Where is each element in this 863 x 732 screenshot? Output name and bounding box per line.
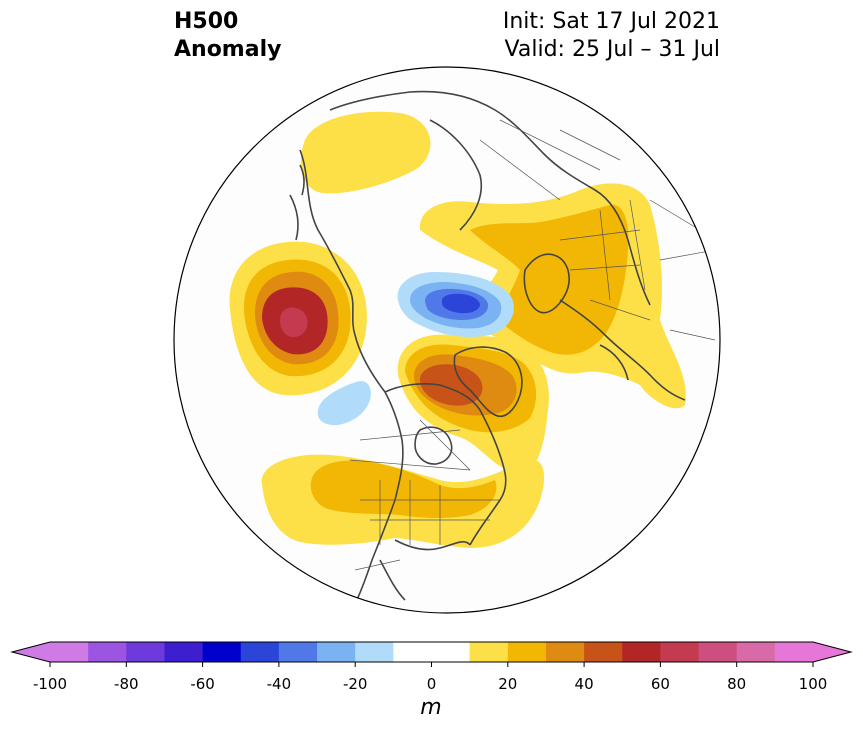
colorbar-swatch bbox=[469, 642, 509, 662]
colorbar-swatch bbox=[584, 642, 623, 662]
colorbar-swatch bbox=[202, 642, 242, 662]
colorbar-swatch bbox=[736, 642, 776, 662]
anomaly-central-arctic bbox=[397, 272, 514, 337]
colorbar-tick-label: 100 bbox=[798, 675, 828, 693]
colorbar-swatch bbox=[355, 642, 394, 662]
title-field-type: Anomaly bbox=[174, 37, 282, 62]
colorbar-swatch bbox=[88, 642, 127, 662]
colorbar-tick-label: 0 bbox=[426, 675, 437, 693]
colorbar-swatch bbox=[317, 642, 356, 662]
colorbar-swatch bbox=[698, 642, 738, 662]
colorbar-max-extend-arrow bbox=[813, 642, 851, 662]
anomaly-greenland bbox=[397, 334, 549, 475]
colorbar-tick-label: 60 bbox=[650, 675, 670, 693]
colorbar-tick-label: 40 bbox=[574, 675, 594, 693]
colorbar-swatch bbox=[240, 642, 280, 662]
init-date: Init: Sat 17 Jul 2021 bbox=[502, 9, 720, 34]
polar-map bbox=[173, 66, 721, 614]
colorbar-tick-label: -100 bbox=[32, 675, 68, 693]
colorbar-swatch bbox=[660, 642, 700, 662]
colorbar-tick-label: -20 bbox=[342, 675, 368, 693]
map-title-left: H500 Anomaly bbox=[174, 8, 281, 64]
anomaly-east-siberia bbox=[300, 111, 431, 194]
globe-outline bbox=[173, 66, 721, 614]
colorbar-unit-label: m bbox=[420, 695, 442, 720]
colorbar-swatch bbox=[126, 642, 165, 662]
colorbar-swatch bbox=[545, 642, 585, 662]
colorbar-swatch bbox=[431, 642, 471, 662]
coastlines bbox=[289, 90, 686, 611]
title-variable: H500 bbox=[174, 9, 239, 34]
colorbar-tick-label: -40 bbox=[266, 675, 292, 693]
colorbar-swatch bbox=[393, 642, 432, 662]
colorbar-swatch bbox=[50, 642, 89, 662]
colorbar-swatch bbox=[507, 642, 547, 662]
colorbar-tick-label: 20 bbox=[498, 675, 518, 693]
anomaly-north-america bbox=[261, 454, 545, 548]
colorbar-swatch bbox=[622, 642, 661, 662]
colorbar-swatch bbox=[164, 642, 204, 662]
colorbar-tick-label: -60 bbox=[190, 675, 215, 693]
valid-period: Valid: 25 Jul – 31 Jul bbox=[504, 37, 720, 62]
colorbar-tick-label: 80 bbox=[727, 675, 747, 693]
colorbar-swatch bbox=[774, 642, 814, 662]
colorbar-tick-label: -80 bbox=[114, 675, 139, 693]
anomaly-north-pacific bbox=[229, 241, 367, 396]
map-title-right: Init: Sat 17 Jul 2021 Valid: 25 Jul – 31… bbox=[503, 8, 720, 64]
anomaly-contours bbox=[229, 90, 716, 611]
colorbar bbox=[10, 641, 853, 667]
colorbar-outline bbox=[10, 641, 853, 663]
colorbar-min-extend-arrow bbox=[12, 642, 50, 662]
colorbar-swatch bbox=[278, 642, 318, 662]
anomaly-gulf-of-alaska bbox=[317, 381, 371, 426]
